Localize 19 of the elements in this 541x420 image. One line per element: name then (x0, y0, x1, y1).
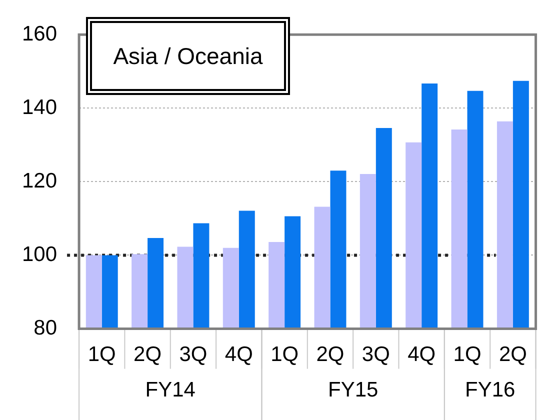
x-tick-label: 2Q (316, 343, 344, 366)
y-tick-label: 80 (34, 316, 58, 340)
y-tick-label: 140 (22, 96, 58, 119)
y-tick-label: 160 (22, 22, 58, 46)
x-tick-label: 2Q (134, 343, 162, 366)
x-tick-label: 1Q (88, 343, 116, 366)
x-tick-label: 4Q (224, 343, 253, 366)
x-tick-label: 1Q (270, 343, 299, 366)
text: FY15 (328, 378, 378, 402)
x-tick-label: 3Q (362, 343, 390, 366)
x-tick-label: 1Q (453, 343, 482, 366)
text: FY16 (465, 378, 516, 402)
y-tick-label: 100 (22, 243, 58, 266)
y-tick-label: 120 (22, 169, 58, 192)
x-tick-label: 2Q (498, 343, 527, 366)
chart-title: Asia / Oceania (86, 17, 290, 95)
x-tick-label: 3Q (179, 343, 208, 366)
x-tick-label: 4Q (408, 343, 436, 366)
text: FY14 (145, 378, 196, 402)
